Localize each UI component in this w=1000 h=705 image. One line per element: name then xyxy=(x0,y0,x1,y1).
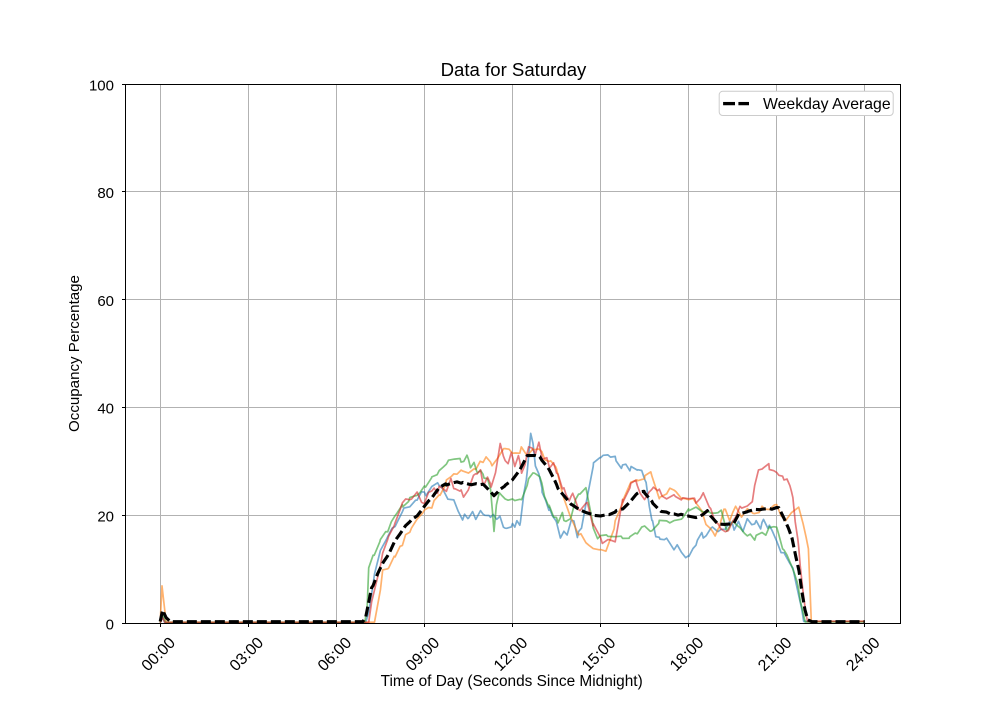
svg-text:40: 40 xyxy=(97,401,114,418)
svg-text:Data for Saturday: Data for Saturday xyxy=(441,59,587,80)
svg-text:80: 80 xyxy=(97,185,114,202)
svg-text:100: 100 xyxy=(89,77,114,94)
svg-text:Weekday Average: Weekday Average xyxy=(763,96,891,113)
svg-text:0: 0 xyxy=(106,616,114,633)
svg-text:Occupancy Percentage: Occupancy Percentage xyxy=(66,275,83,432)
svg-text:20: 20 xyxy=(97,509,114,526)
svg-text:60: 60 xyxy=(97,293,114,310)
svg-text:Time of Day (Seconds Since Mid: Time of Day (Seconds Since Midnight) xyxy=(381,673,643,690)
